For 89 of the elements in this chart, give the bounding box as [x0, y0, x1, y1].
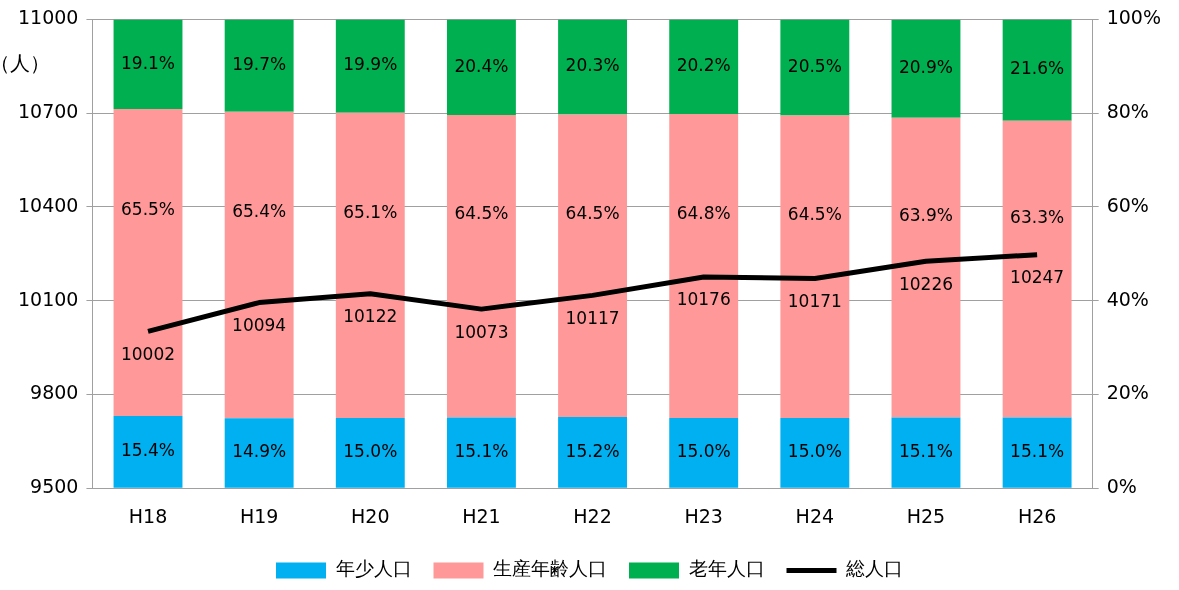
data-label: 10247 [1010, 267, 1065, 288]
y2-tick-label: 60% [1106, 193, 1149, 216]
data-label: 65.5% [121, 198, 176, 219]
bar [335, 417, 405, 488]
data-label: 14.9% [232, 441, 287, 462]
y-tick-label: 9800 [30, 381, 79, 404]
bar [1002, 417, 1072, 488]
data-label: 21.6% [1010, 58, 1065, 79]
bar [224, 19, 294, 112]
bar [446, 417, 516, 488]
data-label: 19.1% [121, 52, 176, 73]
data-label: 64.5% [787, 203, 842, 224]
bar [669, 19, 739, 115]
x-tick-label: H26 [1017, 504, 1057, 527]
bar [446, 115, 516, 418]
x-tick-label: H20 [351, 504, 390, 527]
bar [113, 19, 183, 109]
data-label: 15.2% [565, 440, 620, 461]
data-label: 64.5% [454, 203, 509, 224]
y2-tick-label: 100% [1106, 6, 1162, 29]
bar [335, 19, 405, 113]
x-tick-label: H18 [128, 504, 168, 527]
y-tick-label: 10400 [17, 193, 79, 216]
legend-label: 年少人口 [335, 557, 412, 580]
data-label: 10117 [565, 307, 620, 328]
bar [558, 416, 628, 488]
bar [335, 112, 405, 418]
x-tick-label: H19 [239, 504, 279, 527]
y2-tick-label: 20% [1106, 381, 1149, 404]
bar [224, 111, 294, 419]
data-label: 20.9% [898, 57, 953, 78]
x-tick-label: H22 [573, 504, 612, 527]
y2-tick-label: 0% [1106, 475, 1137, 498]
data-label: 10122 [343, 306, 398, 327]
y-tick-label: 9500 [30, 475, 79, 498]
data-label: 15.1% [454, 440, 509, 461]
data-label: 10073 [454, 321, 509, 342]
bar [891, 117, 961, 418]
y2-tick-label: 40% [1106, 287, 1149, 310]
bar [891, 417, 961, 488]
data-label: 19.9% [343, 54, 398, 75]
y-axis-title: （人） [0, 50, 50, 75]
data-label: 65.4% [232, 201, 287, 222]
data-label: 15.1% [1010, 440, 1065, 461]
y2-tick-label: 80% [1106, 100, 1149, 123]
data-label: 63.3% [1010, 207, 1065, 228]
data-label: 64.5% [565, 202, 620, 223]
x-tick-label: H23 [684, 504, 723, 527]
bar [1002, 19, 1072, 121]
bar [113, 416, 183, 488]
bar [224, 418, 294, 488]
legend-label: 老年人口 [688, 557, 765, 580]
data-label: 20.5% [787, 55, 842, 76]
data-label: 10002 [120, 343, 176, 364]
bar [669, 417, 739, 488]
bar [446, 19, 516, 116]
data-label: 15.0% [787, 441, 842, 462]
data-label: 65.1% [343, 201, 398, 222]
data-label: 20.3% [565, 55, 620, 76]
bar [669, 114, 739, 418]
bar [1002, 120, 1072, 418]
data-label: 10226 [898, 273, 954, 294]
data-label: 64.8% [676, 202, 731, 223]
data-label: 63.9% [898, 205, 953, 226]
data-label: 20.4% [454, 55, 509, 76]
data-label: 15.4% [121, 440, 176, 461]
data-label: 10171 [787, 290, 842, 311]
bar [780, 19, 850, 116]
bar [558, 19, 628, 115]
legend-label: 総人口 [845, 557, 903, 580]
bar [780, 417, 850, 488]
legend-label: 生産年齢人口 [493, 557, 607, 580]
y-tick-label: 11000 [17, 6, 79, 29]
y-tick-label: 10100 [17, 287, 79, 310]
data-label: 15.0% [343, 441, 398, 462]
data-label: 19.7% [232, 54, 287, 74]
x-tick-label: H21 [462, 504, 501, 527]
data-label: 10094 [232, 314, 287, 335]
data-label: 15.1% [898, 440, 953, 461]
data-label: 10176 [676, 289, 731, 310]
data-label: 15.0% [676, 441, 731, 462]
x-tick-label: H24 [795, 504, 835, 527]
x-tick-label: H25 [906, 504, 946, 527]
bar [113, 108, 183, 417]
data-label: 20.2% [676, 55, 731, 76]
bar [558, 114, 628, 417]
bar [780, 115, 850, 418]
y-tick-label: 10700 [17, 100, 79, 123]
bar [891, 19, 961, 118]
